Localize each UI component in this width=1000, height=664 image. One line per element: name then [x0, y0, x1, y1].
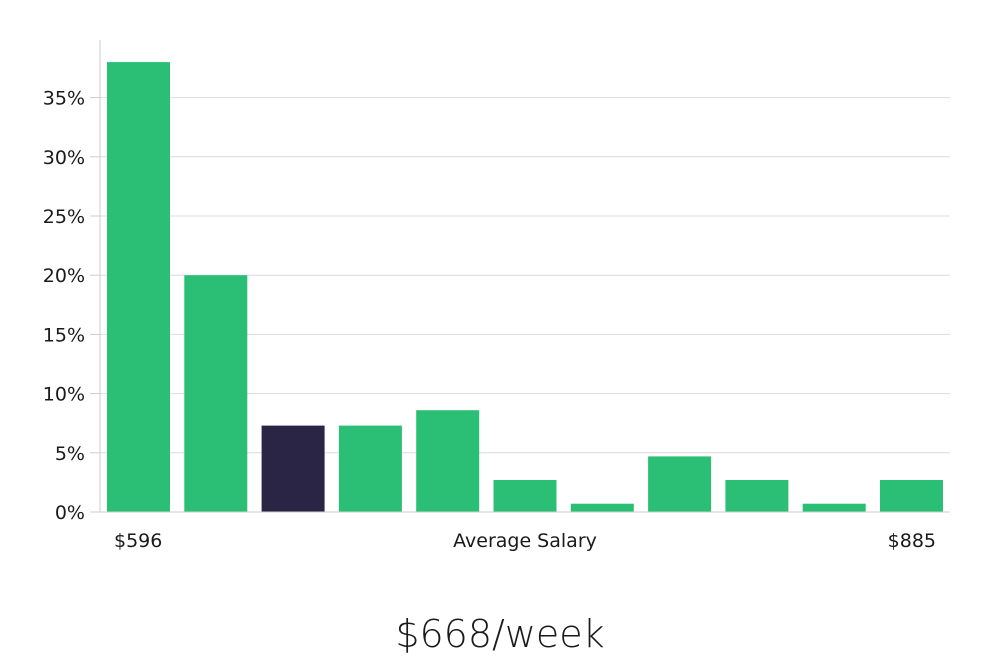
- y-tick-label: 20%: [43, 265, 85, 287]
- x-min-label: $596: [114, 530, 162, 552]
- bar: [338, 425, 402, 512]
- y-tick-label: 35%: [43, 88, 85, 110]
- bar: [802, 503, 866, 512]
- bar: [648, 456, 712, 512]
- y-tick-labels: 0% 5% 10% 15% 20% 25% 30% 35%: [43, 88, 100, 524]
- bar: [107, 62, 170, 512]
- bar: [570, 503, 634, 512]
- bars: [107, 62, 943, 512]
- y-tick-label: 25%: [43, 206, 85, 228]
- salary-histogram: 0% 5% 10% 15% 20% 25% 30% 35% $596 Average Sala…: [43, 40, 950, 552]
- y-tick-label: 5%: [55, 443, 85, 465]
- x-axis-title: Average Salary: [453, 530, 597, 552]
- bar-highlighted: [261, 425, 325, 512]
- bar: [725, 480, 789, 512]
- y-tick-label: 0%: [55, 502, 85, 524]
- average-salary-headline: $668/week: [395, 612, 605, 656]
- y-tick-label: 30%: [43, 147, 85, 169]
- bar: [880, 480, 943, 512]
- bar: [416, 410, 480, 512]
- y-tick-label: 15%: [43, 324, 85, 346]
- x-max-label: $885: [888, 530, 936, 552]
- bar: [493, 480, 557, 512]
- bar: [184, 275, 248, 512]
- y-tick-label: 10%: [43, 384, 85, 406]
